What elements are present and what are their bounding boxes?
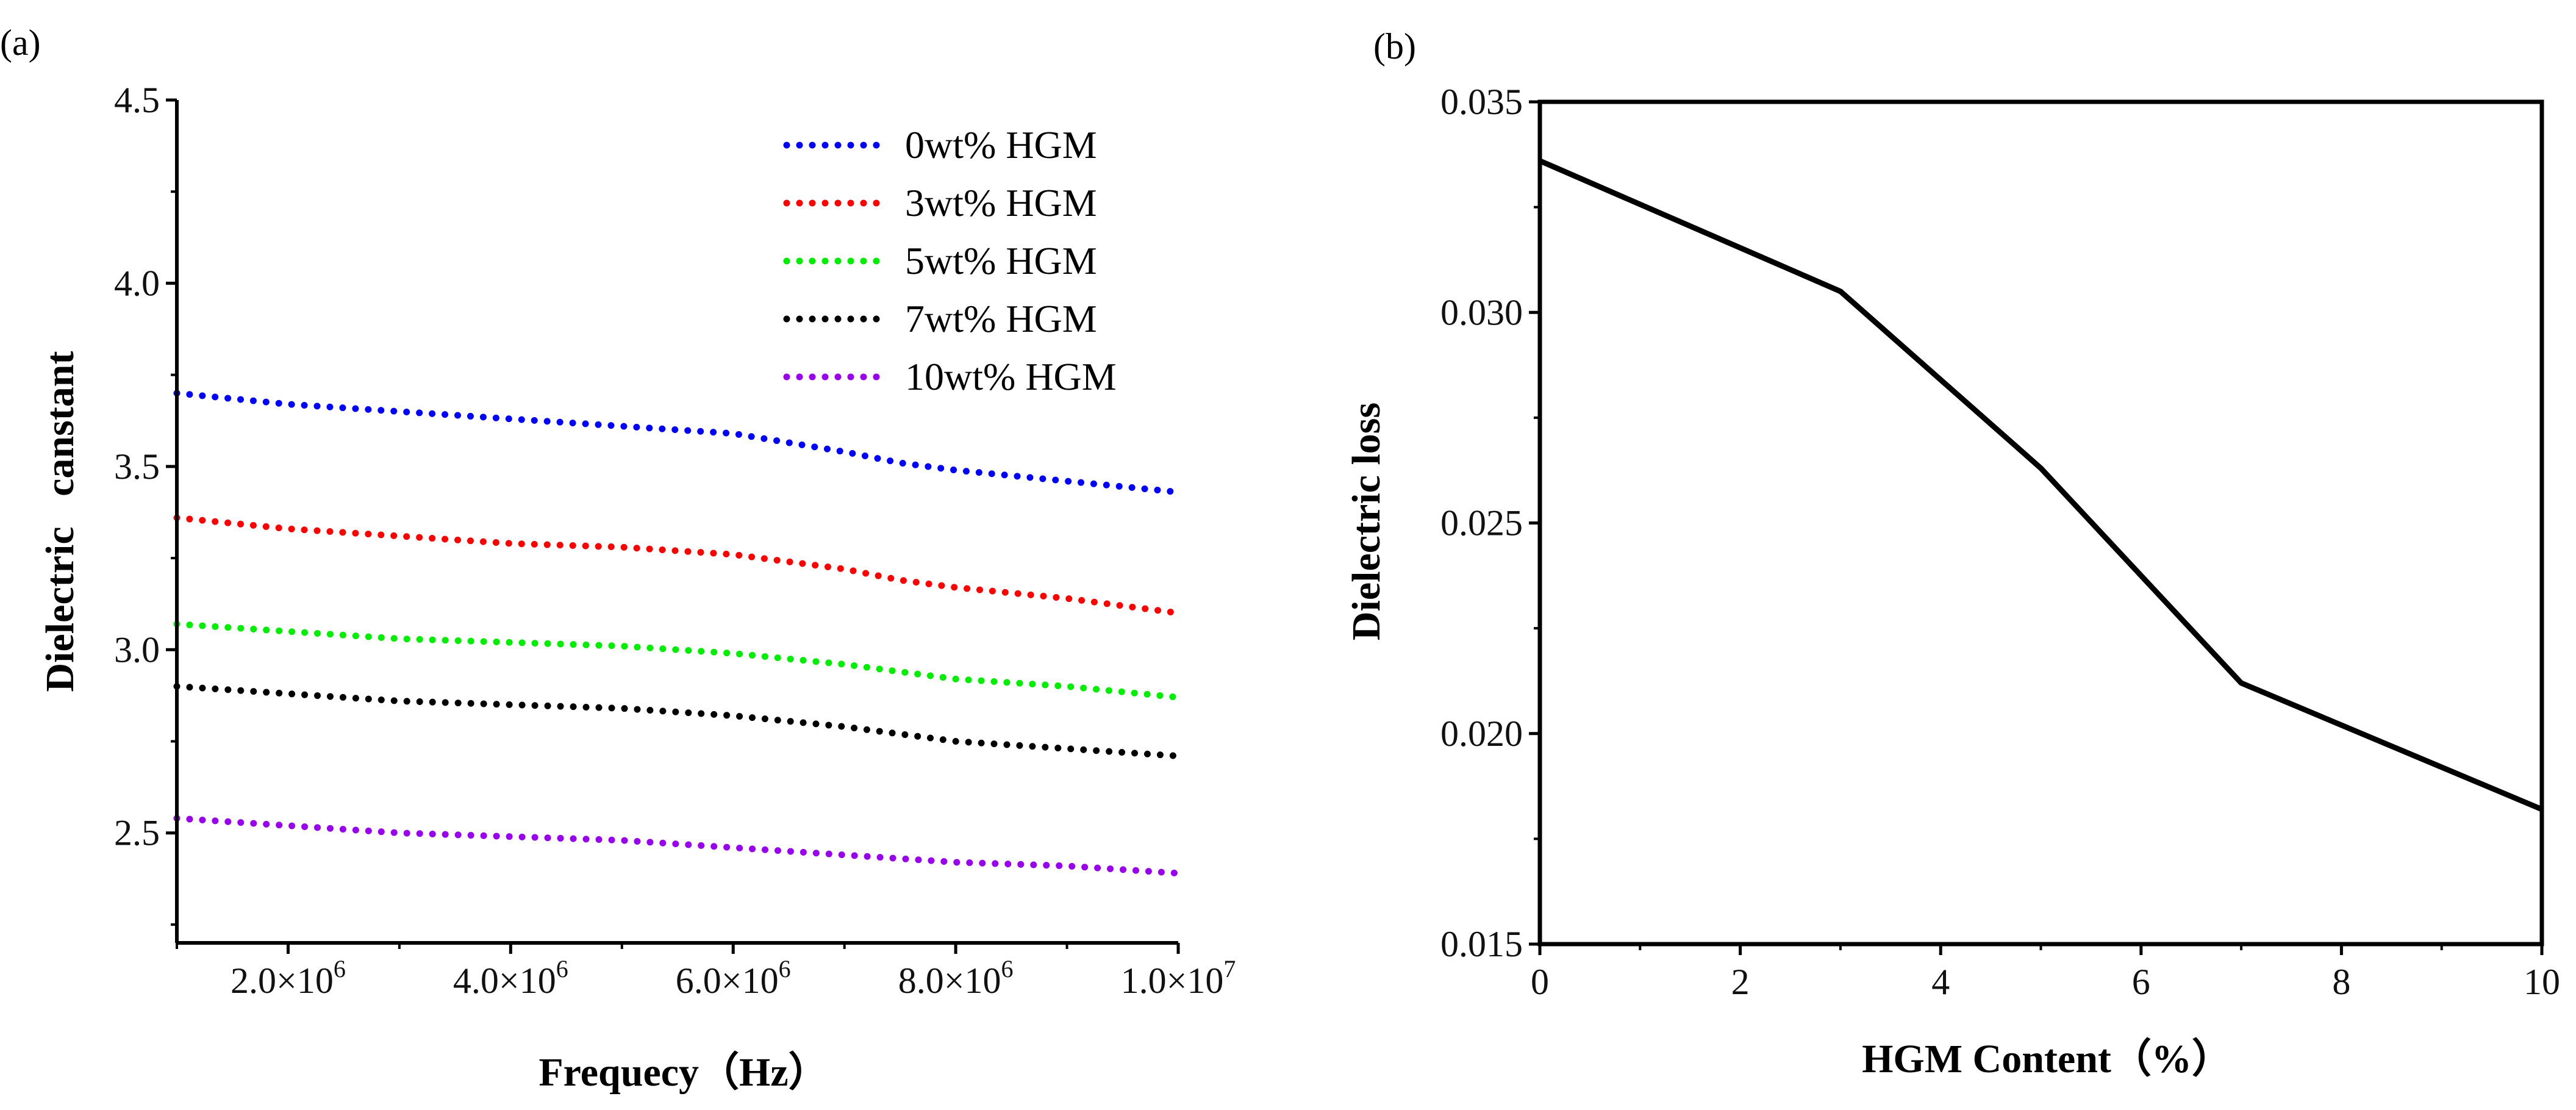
x-tick-label-mantissa: 4.0×10: [453, 961, 556, 1001]
y-tick-label-3: 4.0: [114, 263, 160, 303]
y-axis-title-b: Dielectric loss: [1344, 403, 1389, 640]
panel-a: (a) 0wt% HGM 3wt% HGM 5wt% HGM 7wt% HGM 10wt%…: [0, 23, 1236, 1095]
y-tick-label-b-4: 0.035: [1440, 82, 1523, 122]
x-tick-label-mantissa: 8.0×10: [898, 961, 1001, 1001]
x-axis-title-a: Frequecy（Hz）: [538, 1050, 828, 1095]
series-line-1: [173, 514, 1182, 617]
panel-label-a: (a): [0, 23, 41, 63]
panel-b: (b) 0.015 0.020 0.025 0.030 0.035 0 2 4 6 8 10 HGM C…: [1344, 26, 2560, 1081]
x-tick-label-mantissa: 6.0×10: [676, 961, 779, 1001]
x-tick-label-b-3: 6: [2132, 962, 2150, 1002]
y-tick-label-2: 3.5: [114, 446, 160, 487]
x-tick-label-exponent: 6: [556, 955, 568, 983]
x-tick-label-exponent: 6: [779, 955, 791, 983]
x-tick-label-2: 6.0×106: [676, 955, 791, 1001]
legend-label-1: 3wt% HGM: [905, 181, 1097, 224]
x-tick-label-b-2: 4: [1931, 962, 1950, 1002]
x-tick-label-exponent: 6: [1001, 955, 1014, 983]
x-tick-label-b-1: 2: [1731, 962, 1750, 1002]
x-tick-label-b-5: 10: [2524, 962, 2560, 1002]
series-line-2: [173, 620, 1182, 701]
x-tick-label-mantissa: 2.0×10: [231, 961, 334, 1001]
legend-label-4: 10wt% HGM: [905, 355, 1117, 398]
x-tick-label-b-0: 0: [1531, 962, 1549, 1002]
y-tick-label-4: 4.5: [114, 80, 160, 120]
legend-label-2: 5wt% HGM: [905, 239, 1097, 282]
x-tick-label-1: 4.0×106: [453, 955, 568, 1001]
x-tick-label-b-4: 8: [2332, 962, 2350, 1002]
x-tick-label-exponent: 6: [334, 955, 346, 983]
y-tick-label-b-0: 0.015: [1440, 924, 1523, 964]
loss-line: [1539, 158, 2543, 812]
y-tick-label-0: 2.5: [114, 813, 160, 853]
y-tick-label-b-3: 0.030: [1440, 292, 1523, 332]
series-line-3: [173, 682, 1182, 760]
legend-label-3: 7wt% HGM: [905, 297, 1097, 340]
y-axis-title-a: Dielectric canstant: [38, 351, 82, 692]
x-tick-label-0: 2.0×106: [231, 955, 346, 1001]
x-tick-label-exponent: 7: [1223, 955, 1236, 983]
x-tick-label-4: 1.0×107: [1121, 955, 1236, 1001]
x-tick-label-mantissa: 1.0×10: [1121, 961, 1224, 1001]
series-line-4: [173, 815, 1182, 877]
y-tick-label-b-1: 0.020: [1440, 714, 1523, 754]
x-tick-label-3: 8.0×106: [898, 955, 1014, 1001]
panel-label-b: (b): [1373, 26, 1416, 66]
series-line-0: [173, 390, 1182, 496]
legend-label-0: 0wt% HGM: [905, 123, 1097, 167]
y-tick-label-1: 3.0: [114, 629, 160, 670]
x-axis-title-b: HGM Content（%）: [1862, 1036, 2232, 1081]
y-tick-label-b-2: 0.025: [1440, 503, 1523, 543]
